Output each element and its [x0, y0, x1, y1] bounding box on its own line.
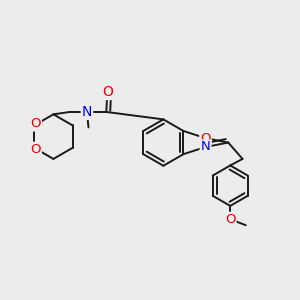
Text: O: O [30, 143, 41, 156]
Text: O: O [102, 85, 112, 99]
Text: O: O [200, 132, 211, 145]
Text: N: N [82, 105, 92, 119]
Text: O: O [225, 213, 236, 226]
Text: O: O [30, 118, 41, 130]
Text: N: N [201, 140, 210, 154]
